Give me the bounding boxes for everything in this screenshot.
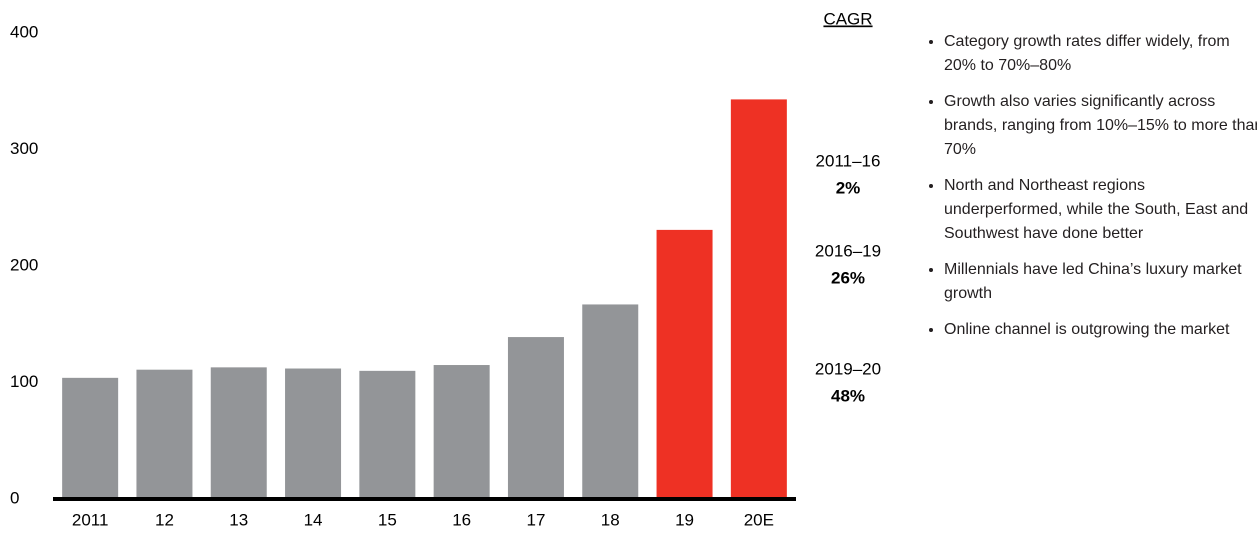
bar bbox=[285, 368, 342, 499]
y-tick-label: 300 bbox=[10, 139, 38, 158]
x-tick-label: 12 bbox=[155, 510, 174, 529]
bar bbox=[656, 229, 713, 499]
bullet: Category growth rates differ widely, fro… bbox=[944, 30, 1257, 78]
bar bbox=[730, 99, 787, 499]
x-tick-label: 16 bbox=[452, 510, 471, 529]
cagr-period: 2019–20 bbox=[815, 359, 881, 378]
bar bbox=[136, 369, 193, 499]
y-tick-label: 0 bbox=[10, 488, 19, 507]
bullet: Online channel is outgrowing the market bbox=[944, 318, 1257, 342]
cagr-value: 26% bbox=[831, 268, 865, 287]
cagr-value: 48% bbox=[831, 386, 865, 405]
x-tick-label: 15 bbox=[378, 510, 397, 529]
x-tick-label: 13 bbox=[229, 510, 248, 529]
y-tick-label: 100 bbox=[10, 372, 38, 391]
cagr-title: CAGR bbox=[823, 9, 872, 28]
bar bbox=[433, 365, 490, 499]
bullet-list: Category growth rates differ widely, fro… bbox=[930, 30, 1257, 354]
cagr-period: 2011–16 bbox=[816, 151, 881, 170]
bar bbox=[210, 367, 267, 499]
bar bbox=[582, 304, 639, 499]
x-tick-label: 17 bbox=[526, 510, 545, 529]
bar bbox=[507, 337, 564, 499]
x-tick-label: 19 bbox=[675, 510, 694, 529]
cagr-period: 2016–19 bbox=[815, 241, 881, 260]
bullet: Millennials have led China’s luxury mark… bbox=[944, 258, 1257, 306]
chart: CAGR 0 100 200 300 400 2011 12 13 14 15 16 17 18 19 20… bbox=[10, 9, 881, 529]
bar bbox=[359, 370, 416, 499]
x-tick-label: 2011 bbox=[72, 510, 109, 529]
bar bbox=[62, 377, 119, 499]
bullet: North and Northeast regions underperform… bbox=[944, 174, 1257, 246]
x-tick-label: 20E bbox=[744, 510, 774, 529]
bullet: Growth also varies significantly across … bbox=[944, 90, 1257, 162]
x-tick-label: 18 bbox=[601, 510, 620, 529]
cagr-value: 2% bbox=[836, 178, 861, 197]
y-tick-label: 400 bbox=[10, 22, 38, 41]
y-tick-label: 200 bbox=[10, 255, 38, 274]
x-tick-label: 14 bbox=[304, 510, 323, 529]
